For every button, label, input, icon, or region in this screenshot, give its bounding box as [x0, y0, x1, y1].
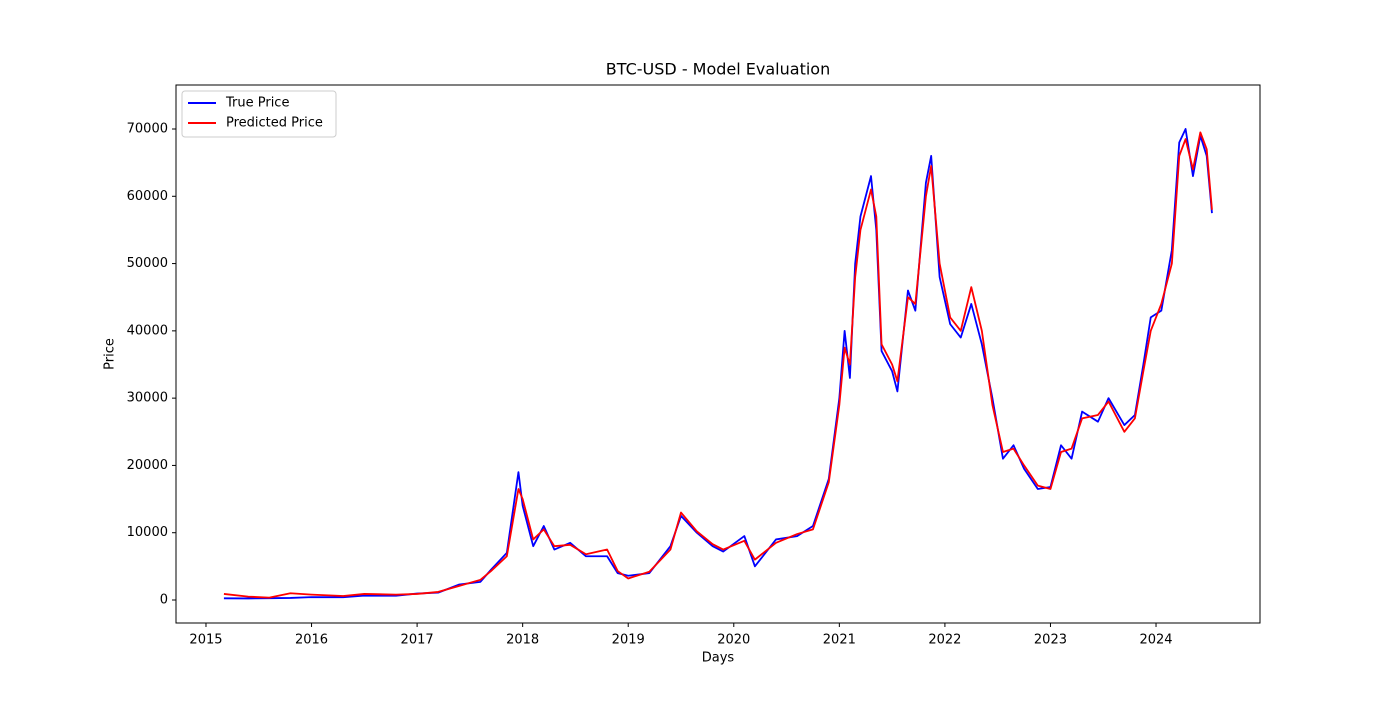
x-tick-label: 2019: [612, 633, 645, 648]
x-tick-label: 2024: [1139, 633, 1172, 648]
x-tick-label: 2022: [928, 633, 961, 648]
chart-title: BTC-USD - Model Evaluation: [606, 60, 830, 79]
y-tick-label: 50000: [127, 256, 168, 271]
legend-label: Predicted Price: [226, 116, 323, 131]
x-tick-label: 2021: [823, 633, 856, 648]
data-line: [223, 131, 1213, 599]
x-axis-label: Days: [702, 651, 735, 666]
y-tick-label: 70000: [127, 121, 168, 136]
y-tick-label: 20000: [127, 458, 168, 473]
y-tick-label: 60000: [127, 189, 168, 204]
x-tick-label: 2023: [1034, 633, 1067, 648]
legend-box: [181, 90, 337, 138]
x-tick-label: 2017: [401, 633, 434, 648]
data-line: [223, 128, 1213, 600]
x-tick-label: 2018: [506, 633, 539, 648]
y-tick-label: 40000: [127, 323, 168, 338]
plot-frame: [175, 84, 1261, 624]
y-axis-label: Price: [103, 338, 118, 370]
x-tick-label: 2015: [189, 633, 222, 648]
x-tick-label: 2016: [295, 633, 328, 648]
y-tick-label: 30000: [127, 391, 168, 406]
y-tick-label: 10000: [127, 525, 168, 540]
legend-label: True Price: [225, 96, 289, 111]
y-tick-label: 0: [160, 593, 168, 608]
x-tick-label: 2020: [717, 633, 750, 648]
